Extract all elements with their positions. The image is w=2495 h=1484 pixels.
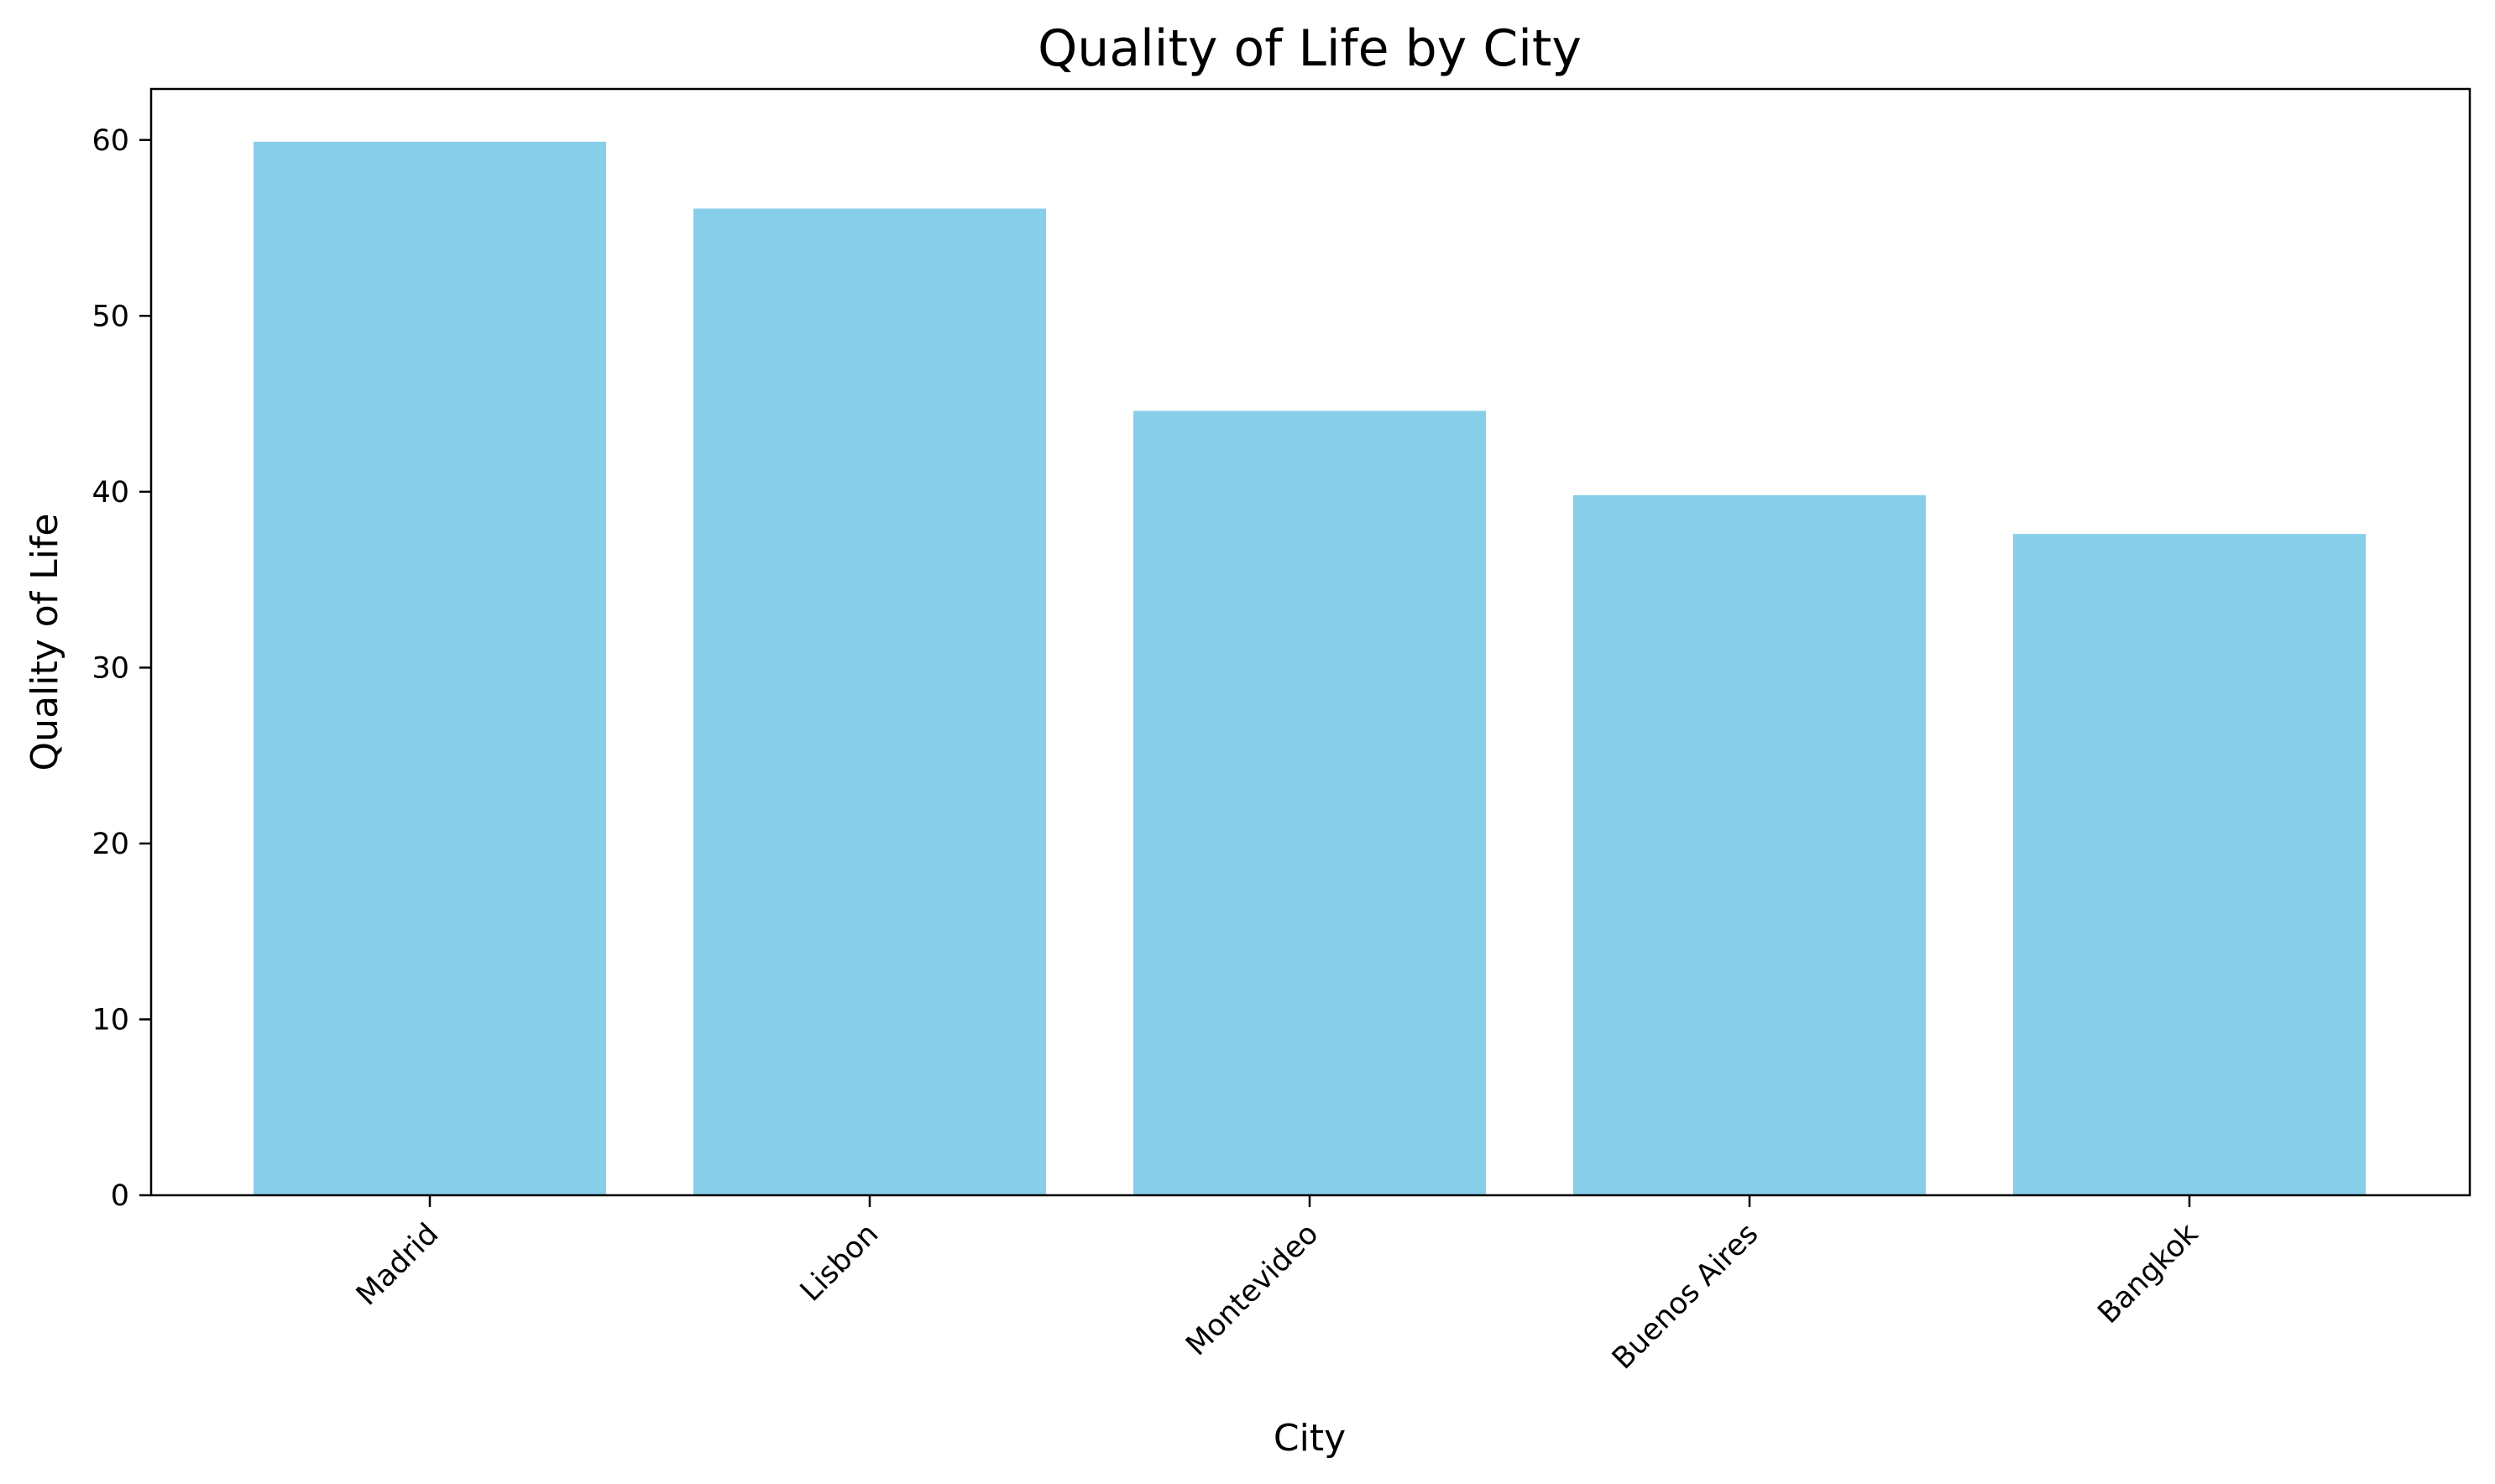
bar-montevideo	[1133, 410, 1486, 1195]
y-tick-label: 20	[92, 828, 129, 861]
bar-lisbon	[693, 208, 1046, 1196]
x-tick-label: Madrid	[350, 1217, 445, 1312]
x-tick-label: Lisbon	[794, 1217, 885, 1308]
chart-title: Quality of Life by City	[1038, 19, 1582, 78]
x-axis-label: City	[1274, 1417, 1346, 1460]
bar-buenos-aires	[1573, 495, 1926, 1195]
x-tick-label: Bangkok	[2092, 1217, 2205, 1330]
y-tick-label: 40	[92, 476, 129, 509]
x-axis: Madrid Lisbon Montevideo Buenos Aires Bangko…	[350, 1195, 2205, 1376]
plot-frame	[149, 87, 2471, 1197]
y-tick-label: 0	[111, 1179, 129, 1213]
y-tick-label: 50	[92, 300, 129, 333]
y-tick-label: 60	[92, 124, 129, 158]
x-tick-label: Montevideo	[1180, 1217, 1325, 1362]
y-axis: 0 10 20 30 40 50 60	[92, 124, 151, 1213]
y-tick-label: 30	[92, 651, 129, 685]
x-tick-label: Buenos Aires	[1606, 1217, 1765, 1376]
bars-group	[254, 141, 2366, 1196]
bar-bangkok	[2013, 534, 2366, 1195]
y-axis-label: Quality of Life	[24, 514, 66, 771]
y-tick-label: 10	[92, 1003, 129, 1037]
bar-madrid	[254, 141, 606, 1195]
